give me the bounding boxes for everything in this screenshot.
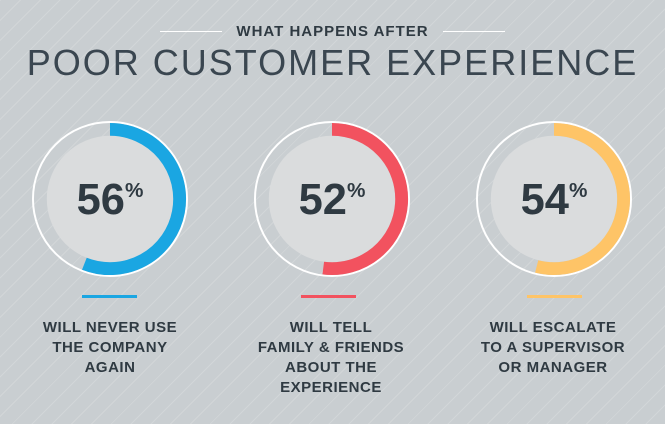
stat-number: 56 [77, 176, 125, 224]
caption-line: FAMILY & FRIENDS [257, 339, 405, 356]
caption-line: WILL TELL [289, 319, 373, 336]
stat-ring-escalate: 54% [475, 120, 633, 278]
stat-value: 52% [299, 176, 366, 224]
eyebrow-rule-right [442, 30, 505, 32]
stat-ring-tell-friends: 52% [253, 120, 411, 278]
caption-line: THE COMPANY [52, 339, 168, 356]
percent-sign: % [569, 179, 587, 202]
stat-caption-escalate: WILL ESCALATE TO A SUPERVISOR OR MANAGER [448, 318, 658, 378]
eyebrow-row: WHAT HAPPENS AFTER [0, 19, 665, 43]
eyebrow-text: WHAT HAPPENS AFTER [236, 22, 429, 40]
stat-number: 54 [521, 176, 569, 224]
stat-value: 54% [521, 176, 588, 224]
caption-line: TO A SUPERVISOR [480, 339, 626, 356]
stat-caption-never-use: WILL NEVER USE THE COMPANY AGAIN [5, 318, 215, 378]
progress-arc [535, 122, 630, 275]
progress-arc [322, 122, 409, 276]
percent-sign: % [347, 179, 365, 202]
caption-line: OR MANAGER [498, 359, 608, 376]
caption-line: WILL ESCALATE [489, 319, 617, 336]
ring-center [268, 135, 396, 263]
eyebrow-rule-left [160, 30, 223, 32]
stat-caption-tell-friends: WILL TELL FAMILY & FRIENDS ABOUT THE EXP… [226, 318, 436, 398]
ring-center [490, 135, 618, 263]
page-title: POOR CUSTOMER EXPERIENCE [26, 42, 639, 83]
caption-line: AGAIN [84, 359, 136, 376]
caption-line: EXPERIENCE [280, 379, 382, 396]
ring-center [46, 135, 174, 263]
accent-line [527, 295, 582, 298]
ring-outline [475, 120, 633, 278]
progress-arc [82, 122, 187, 276]
caption-line: ABOUT THE [285, 359, 377, 376]
stat-ring-never-use: 56% [31, 120, 189, 278]
stat-value: 56% [77, 176, 144, 224]
accent-line [82, 295, 137, 298]
ring-outline [253, 120, 411, 278]
caption-line: WILL NEVER USE [42, 319, 178, 336]
accent-line [301, 295, 356, 298]
ring-outline [31, 120, 189, 278]
percent-sign: % [125, 179, 143, 202]
stat-number: 52 [299, 176, 347, 224]
